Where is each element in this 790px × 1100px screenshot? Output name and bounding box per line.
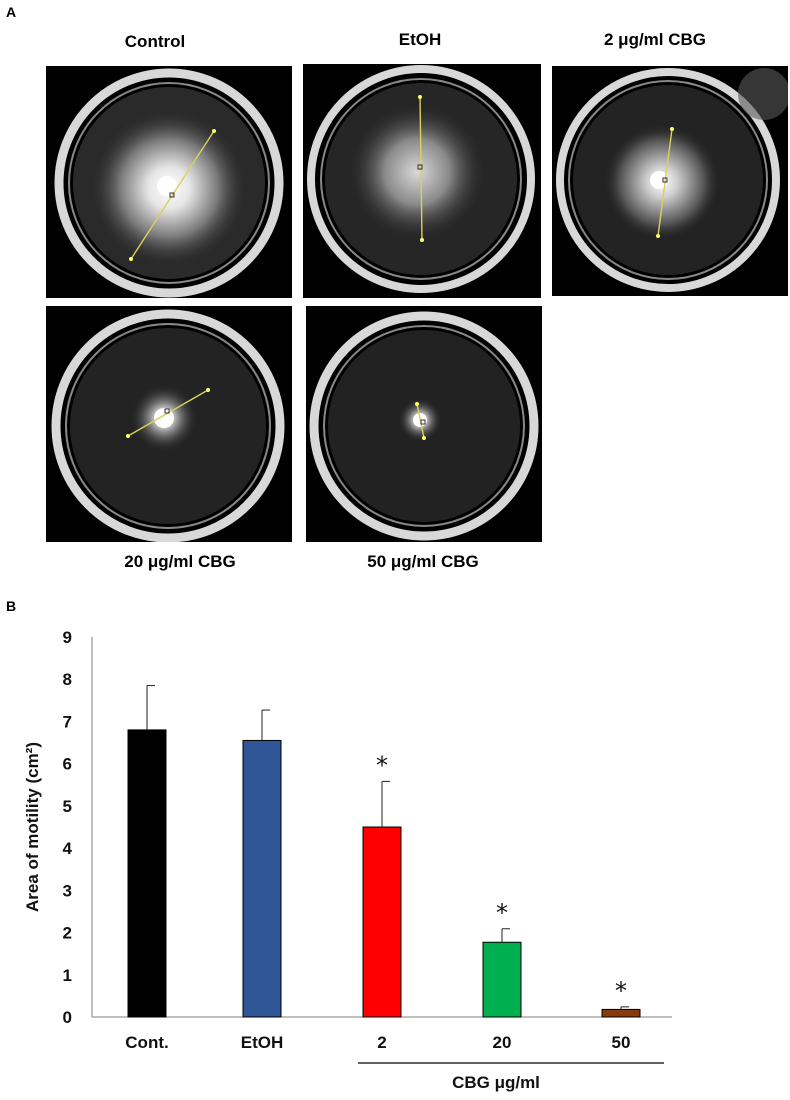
panel-b-letter: B <box>6 598 17 614</box>
y-tick-label: 2 <box>63 924 72 943</box>
x-axis-label: CBG μg/ml <box>452 1073 540 1092</box>
y-tick-label: 1 <box>63 966 72 985</box>
petri-plate-20cbg <box>46 306 292 542</box>
y-tick-label: 5 <box>63 797 72 816</box>
petri-plate-2cbg <box>552 66 788 296</box>
y-tick-label: 4 <box>63 839 73 858</box>
bar-50 <box>601 1008 641 1018</box>
x-category-label: 2 <box>377 1033 386 1052</box>
y-axis-label: Area of motility (cm²) <box>23 742 42 912</box>
x-category-label: EtOH <box>241 1033 284 1052</box>
y-tick-label: 8 <box>63 670 72 689</box>
plate-label-50cbg: 50 μg/ml CBG <box>367 552 479 571</box>
bar-2 <box>362 826 402 1018</box>
y-tick-label: 0 <box>63 1008 72 1027</box>
x-category-label: 20 <box>493 1033 512 1052</box>
y-tick-label: 6 <box>63 755 72 774</box>
x-category-label: Cont. <box>125 1033 168 1052</box>
plate-label-etoh: EtOH <box>398 30 442 49</box>
bar-20 <box>482 941 522 1018</box>
significance-star: * <box>376 751 388 779</box>
y-tick-label: 9 <box>63 628 72 647</box>
plate-label-2cbg: 2 μg/ml CBG <box>603 30 707 49</box>
significance-star: * <box>496 899 508 927</box>
petri-plate-50cbg <box>306 306 542 542</box>
petri-plate-etoh <box>303 64 541 298</box>
bar-Cont. <box>127 729 167 1018</box>
y-tick-label: 7 <box>63 712 72 731</box>
motility-bar-chart: 0 1 2 3 4 5 6 7 8 9 Area of motility (cm²) Cont. EtO… <box>23 628 672 1092</box>
y-tick-label: 3 <box>63 881 72 900</box>
petri-plate-control <box>46 66 292 298</box>
plate-label-control: Control <box>124 32 186 51</box>
x-category-label: 50 <box>612 1033 631 1052</box>
plate-label-20cbg: 20 μg/ml CBG <box>124 552 236 571</box>
significance-star: * <box>615 977 627 1005</box>
panel-a-letter: A <box>6 4 17 20</box>
bar-EtOH <box>242 739 282 1018</box>
